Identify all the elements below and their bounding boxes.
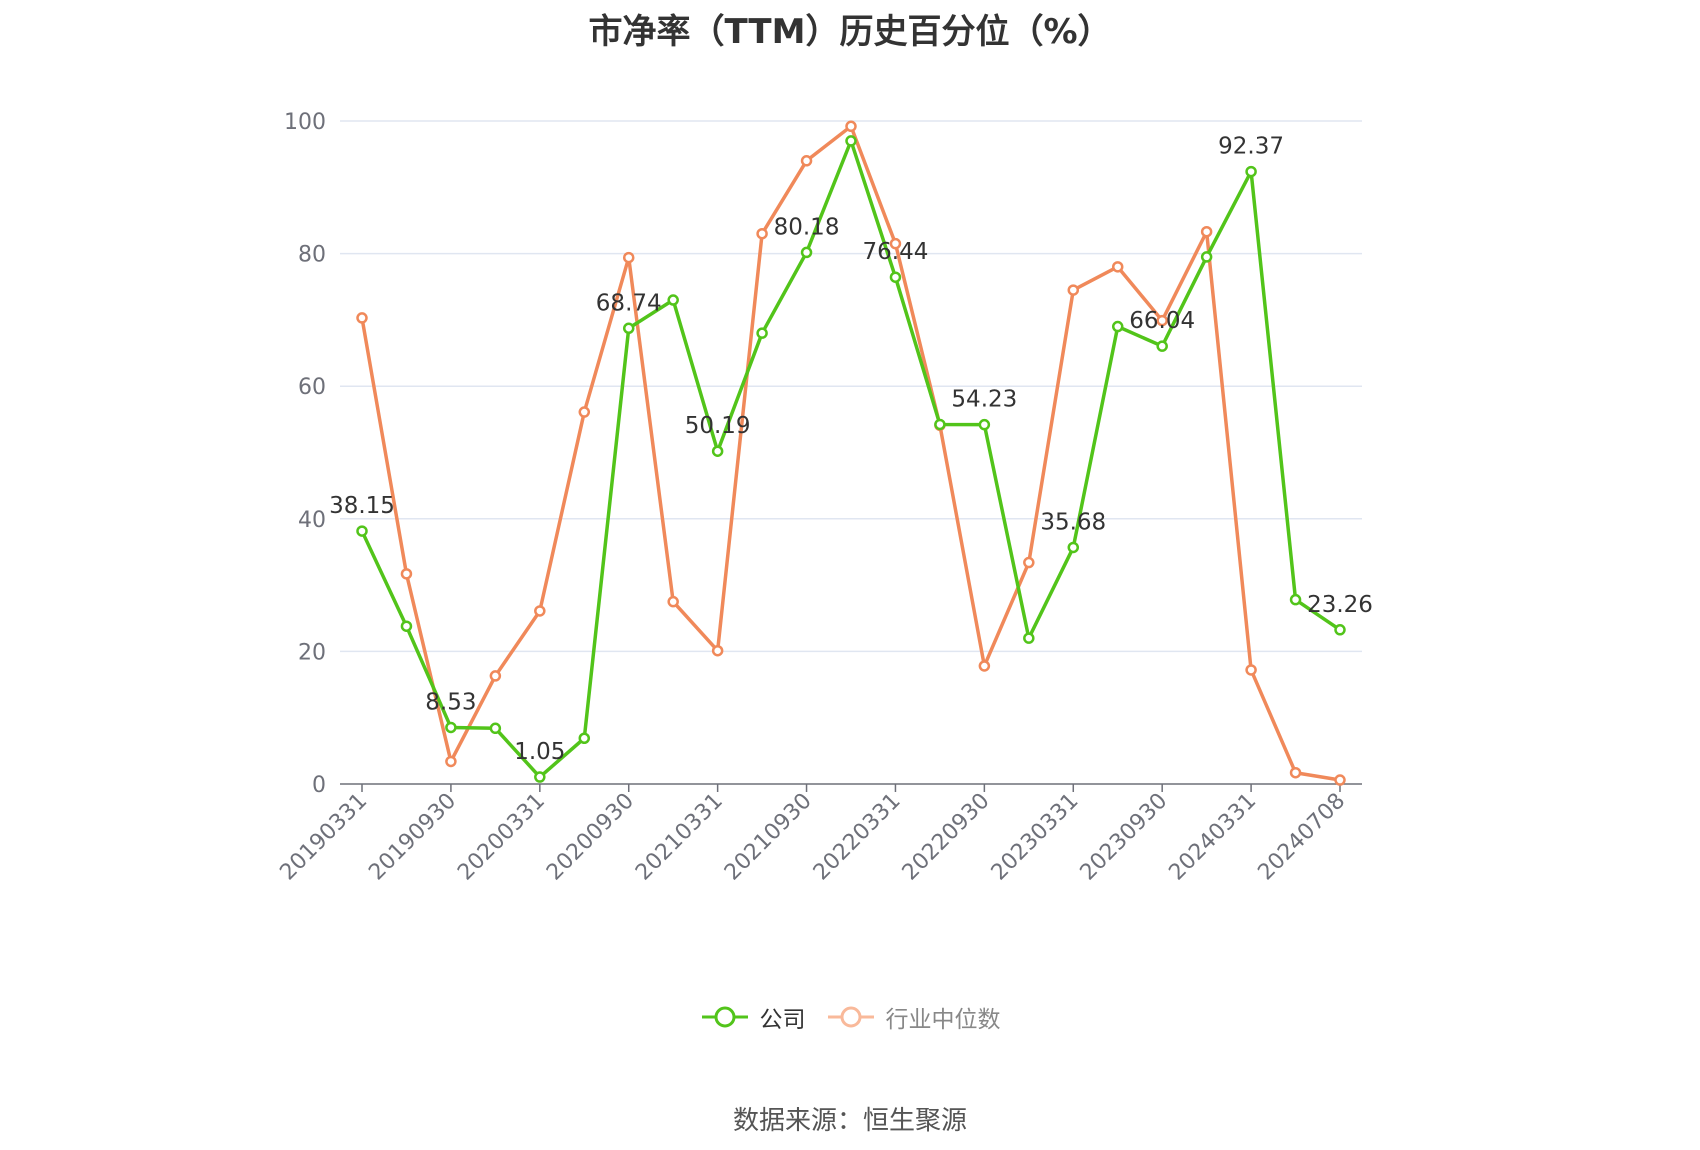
industry-point bbox=[667, 595, 679, 608]
company-point bbox=[667, 294, 679, 306]
industry-point bbox=[1245, 664, 1257, 676]
x-tick-label: 20210930 bbox=[720, 789, 817, 886]
industry-point bbox=[489, 670, 502, 682]
company-point bbox=[1289, 593, 1302, 606]
y-tick-label: 0 bbox=[312, 773, 326, 798]
company-point bbox=[400, 620, 413, 632]
company-line bbox=[360, 139, 1341, 779]
company-point bbox=[711, 445, 724, 457]
x-tick-label: 20190930 bbox=[364, 789, 461, 886]
industry-line bbox=[360, 124, 1341, 782]
industry-point bbox=[1023, 556, 1035, 569]
industry-point bbox=[711, 644, 724, 657]
industry-point bbox=[578, 406, 591, 418]
industry-point bbox=[978, 660, 991, 672]
data-label: 66.04 bbox=[1129, 308, 1195, 334]
company-point bbox=[356, 525, 368, 537]
company-point bbox=[1111, 320, 1124, 333]
data-label: 23.26 bbox=[1307, 592, 1373, 618]
x-tick-label: 20190331 bbox=[275, 789, 372, 886]
industry-point bbox=[356, 312, 368, 324]
legend-item-company[interactable]: 公司 bbox=[700, 1000, 806, 1034]
company-point bbox=[1334, 624, 1346, 636]
data-label: 1.05 bbox=[514, 739, 565, 765]
data-label: 54.23 bbox=[951, 387, 1017, 413]
x-tick-label: 20240708 bbox=[1253, 789, 1350, 886]
legend-item-industry[interactable]: 行业中位数 bbox=[826, 1000, 1001, 1034]
company-point bbox=[578, 732, 591, 745]
company-point bbox=[934, 418, 946, 431]
company-point bbox=[1023, 632, 1035, 644]
company-point bbox=[622, 322, 635, 335]
data-label: 76.44 bbox=[863, 239, 929, 265]
data-label: 35.68 bbox=[1040, 509, 1106, 535]
x-tick-label: 20220930 bbox=[898, 789, 995, 886]
industry-point bbox=[534, 605, 546, 617]
company-point bbox=[889, 271, 902, 283]
company-point bbox=[1067, 541, 1080, 554]
company-point bbox=[800, 246, 813, 259]
data-label: 38.15 bbox=[329, 493, 395, 519]
company-point bbox=[1156, 340, 1168, 352]
x-tick-label: 20200930 bbox=[542, 789, 639, 886]
data-label: 80.18 bbox=[774, 214, 840, 240]
legend-industry-line-icon bbox=[827, 1006, 874, 1028]
data-label: 50.19 bbox=[685, 413, 751, 439]
x-tick-label: 20240331 bbox=[1164, 789, 1261, 886]
industry-point bbox=[1067, 284, 1080, 296]
company-point bbox=[756, 327, 768, 339]
industry-point bbox=[1111, 261, 1124, 273]
y-tick-label: 80 bbox=[298, 243, 326, 268]
data-label: 92.37 bbox=[1218, 134, 1284, 160]
legend-company-line-icon bbox=[701, 1006, 748, 1028]
company-point bbox=[1200, 251, 1213, 263]
industry-point bbox=[1289, 766, 1302, 779]
series-lines bbox=[356, 120, 1346, 786]
y-tick-label: 20 bbox=[298, 640, 326, 665]
x-tick-label: 20230331 bbox=[987, 789, 1084, 886]
industry-point bbox=[889, 237, 902, 250]
x-tick-label: 20230930 bbox=[1076, 789, 1173, 886]
data-labels: 38.15 8.53 1.05 68.74 50.19 80.18 76.44 54.23 35… bbox=[329, 134, 1373, 765]
y-tick-label: 40 bbox=[298, 508, 326, 533]
legend-label-company: 公司 bbox=[759, 1007, 806, 1033]
x-tick-label: 20210331 bbox=[631, 789, 728, 886]
company-point bbox=[978, 418, 991, 431]
x-tick-label: 20220331 bbox=[809, 789, 906, 886]
chart-title: 市净率（TTM）历史百分位（%） bbox=[588, 12, 1112, 52]
industry-point bbox=[1200, 225, 1213, 238]
data-label: 68.74 bbox=[596, 290, 662, 316]
industry-point bbox=[622, 251, 635, 264]
y-tick-label: 60 bbox=[298, 375, 326, 400]
company-point bbox=[534, 771, 546, 783]
company-point bbox=[845, 135, 857, 147]
industry-point bbox=[1156, 314, 1168, 327]
company-point bbox=[1245, 165, 1257, 178]
industry-point bbox=[1334, 774, 1346, 786]
company-point bbox=[445, 721, 457, 734]
legend-label-industry: 行业中位数 bbox=[885, 1007, 1001, 1033]
industry-point bbox=[845, 120, 857, 133]
industry-point bbox=[756, 227, 768, 240]
y-tick-label: 100 bbox=[284, 110, 326, 135]
x-tick-label: 20200331 bbox=[453, 789, 550, 886]
industry-point bbox=[800, 155, 813, 167]
legend: 公司 行业中位数 bbox=[0, 1000, 1700, 1034]
data-label: 8.53 bbox=[425, 689, 476, 715]
industry-point bbox=[445, 755, 457, 768]
company-point bbox=[489, 722, 502, 735]
grid-lines bbox=[340, 120, 1362, 653]
source-note: 数据来源：恒生聚源 bbox=[732, 1106, 967, 1136]
industry-point bbox=[400, 568, 413, 580]
